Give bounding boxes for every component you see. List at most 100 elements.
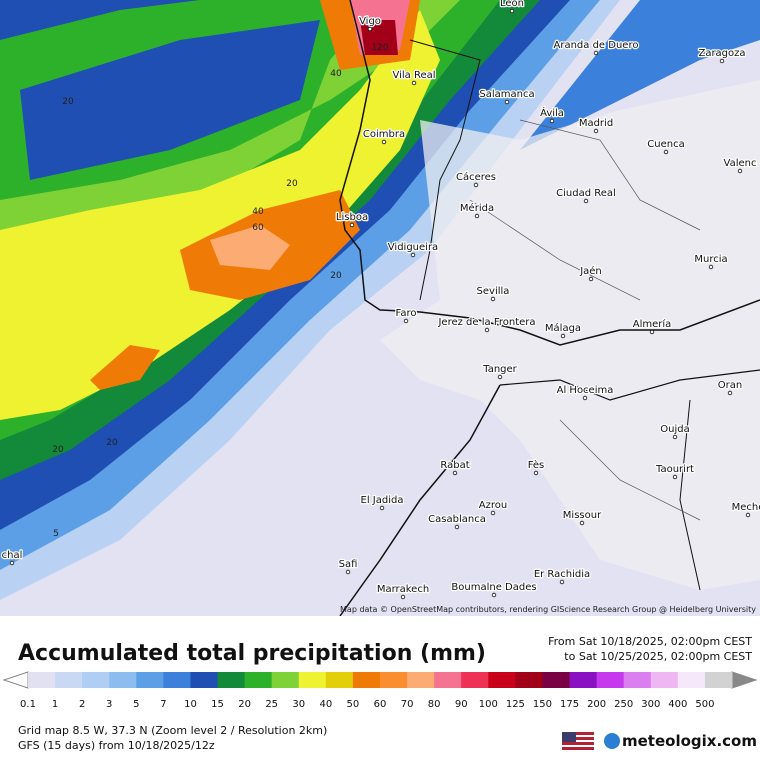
legend-label: 7 [160, 699, 166, 710]
contour-label: 120 [371, 43, 388, 53]
city-dot [381, 139, 387, 145]
city-dot [9, 560, 15, 566]
city-label: Murcia [694, 254, 727, 265]
legend-swatch [407, 672, 435, 688]
city-dot [349, 222, 355, 228]
city-dot [583, 198, 589, 204]
city-dot [367, 26, 373, 32]
city-dot [649, 329, 655, 335]
legend-label: 25 [265, 699, 278, 710]
city-dot [490, 296, 496, 302]
contour-label: 20 [62, 97, 74, 107]
legend-label: 10 [184, 699, 197, 710]
city-label: Safi [339, 559, 358, 570]
legend-label: 250 [614, 699, 633, 710]
city-label: Faro [396, 308, 417, 319]
city-label: Cáceres [456, 171, 496, 183]
city-dot [400, 594, 406, 600]
legend-label: 80 [428, 699, 441, 710]
contour-label: 40 [330, 69, 342, 79]
city-label: Valenc [724, 158, 757, 169]
contour-label: 20 [330, 271, 342, 281]
legend-label: 300 [641, 699, 660, 710]
date-to: to Sat 10/25/2025, 02:00pm CEST [564, 650, 752, 663]
city-label: Coimbra [363, 129, 405, 140]
city-label: Aranda de Duero [554, 40, 639, 51]
city-label: Jaén [579, 265, 602, 277]
city-label: Rabat [440, 460, 469, 471]
legend-swatch [163, 672, 191, 688]
city-dot [672, 434, 678, 440]
city-dot [345, 569, 351, 575]
legend-swatch [244, 672, 273, 688]
city-label: Vila Real [392, 70, 435, 81]
legend-swatch [704, 672, 733, 688]
city-dot [509, 8, 515, 14]
city-label: Almería [633, 318, 672, 330]
logo-icon [604, 733, 620, 749]
legend-swatch [542, 672, 571, 688]
contour-label: 5 [53, 529, 59, 539]
city-dot [745, 512, 751, 518]
legend-label: 40 [319, 699, 332, 710]
city-dot [490, 510, 496, 516]
legend-label: 175 [560, 699, 579, 710]
city-dot [582, 395, 588, 401]
city-dot [719, 58, 725, 64]
city-label: Meche [732, 502, 760, 513]
legend-swatch [596, 672, 625, 688]
city-label: Madrid [579, 118, 613, 129]
city-label: Al Hoceima [557, 385, 614, 396]
legend-swatch [190, 672, 219, 688]
legend-swatch [271, 672, 300, 688]
legend-label: 15 [211, 699, 224, 710]
legend-label: 150 [533, 699, 552, 710]
legend-swatch [28, 672, 56, 688]
city-label: Ávila [540, 106, 564, 119]
city-label: Lisboa [336, 212, 368, 223]
city-label: Ciudad Real [556, 188, 616, 199]
city-label: Er Rachidia [534, 569, 590, 580]
city-label: Oujda [660, 424, 689, 435]
city-dot [484, 327, 490, 333]
city-dot [403, 318, 409, 324]
legend-label: 90 [455, 699, 468, 710]
city-dot [579, 520, 585, 526]
legend-label: 100 [479, 699, 498, 710]
legend-label: 0.1 [20, 699, 36, 710]
city-label: Boumalne Dades [451, 582, 536, 593]
city-dot [593, 50, 599, 56]
city-label: Missour [563, 510, 602, 521]
legend-swatch [380, 672, 408, 688]
city-dot [708, 264, 714, 270]
contour-label: 60 [252, 223, 264, 233]
legend-label: 70 [401, 699, 414, 710]
city-dot [491, 592, 497, 598]
city-dot [727, 390, 733, 396]
city-dot [549, 118, 555, 124]
city-label: Málaga [545, 322, 581, 334]
city-dot [452, 470, 458, 476]
city-label: Taourirt [655, 464, 694, 475]
city-label: Zaragoza [698, 48, 745, 59]
city-label: Fès [528, 459, 545, 471]
map: Vigo Leon Aranda de Duero Zaragoza Vila Real… [0, 0, 760, 616]
legend-label: 125 [506, 699, 525, 710]
city-label: Azrou [479, 500, 507, 511]
legend-swatch [569, 672, 598, 688]
city-label: Salamanca [479, 89, 534, 100]
legend-swatch [623, 672, 652, 688]
legend-swatch [55, 672, 83, 688]
brand[interactable]: meteologix.com [622, 732, 757, 750]
city-dot [454, 524, 460, 530]
city-dot [473, 182, 479, 188]
legend-swatch [136, 672, 164, 688]
legend-label: 500 [695, 699, 714, 710]
city-label: Mérida [460, 202, 494, 214]
city-dot [497, 374, 503, 380]
legend-swatch [488, 672, 516, 688]
grid-info: Grid map 8.5 W, 37.3 N (Zoom level 2 / R… [18, 724, 327, 737]
city-label: Sevilla [477, 286, 510, 297]
city-label: Vigo [359, 16, 381, 27]
legend-label: 1 [52, 699, 58, 710]
